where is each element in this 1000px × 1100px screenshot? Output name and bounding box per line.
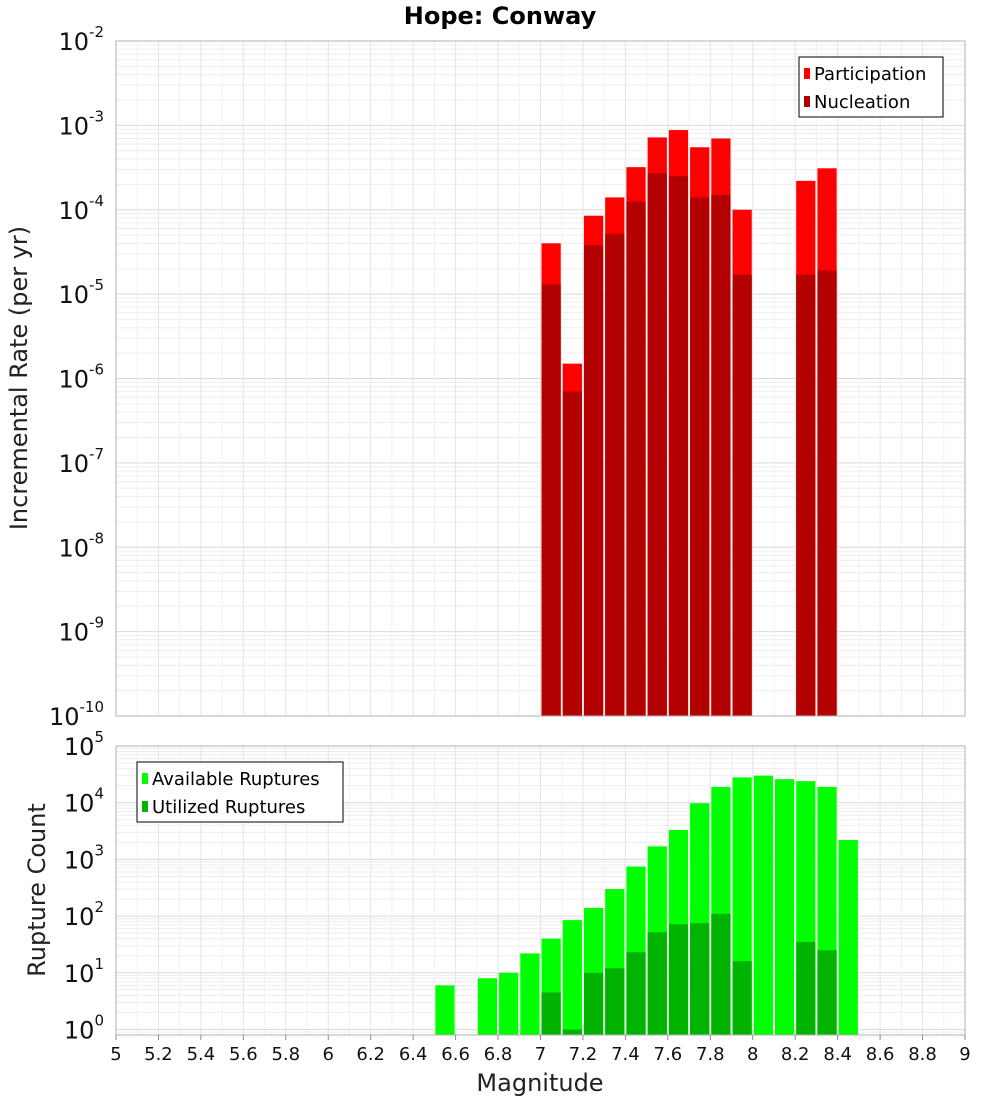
rate-legend: Participation Nucleation — [798, 56, 944, 118]
count-bar-available-ruptures — [499, 972, 519, 1035]
count-bar-utilized-ruptures — [732, 961, 752, 1035]
count-bar-utilized-ruptures — [668, 924, 689, 1035]
rate-y-tick-label: 10-7 — [58, 445, 104, 478]
count-bar-utilized-ruptures — [583, 972, 604, 1035]
x-axis-label: Magnitude — [476, 1069, 603, 1097]
count-bar-available-ruptures — [838, 839, 858, 1035]
rate-bar-nucleation — [668, 176, 689, 717]
rate-bar-nucleation — [732, 274, 752, 716]
count-bar-available-ruptures — [520, 953, 540, 1035]
x-tick-label: 8.8 — [908, 1044, 937, 1065]
x-tick-label: 7.6 — [654, 1044, 683, 1065]
rate-panel: 10-10 10-9 10-8 10-7 10-6 10-5 10-4 10-3 10-2 In… — [5, 23, 966, 731]
x-axis-ticks: 5 5.2 5.4 5.6 5.8 6 6.2 6.4 6.6 6.8 7 7.2 7.4 7.6 7.8 8… — [110, 1035, 971, 1065]
count-bar-available-ruptures — [435, 985, 455, 1035]
rate-y-tick-label: 10-10 — [49, 698, 104, 731]
count-y-tick-label: 104 — [64, 785, 104, 818]
x-tick-label: 7.8 — [696, 1044, 725, 1065]
x-tick-label: 6.4 — [399, 1044, 428, 1065]
rate-legend-label: Participation — [814, 64, 926, 85]
x-tick-label: 6.6 — [441, 1044, 470, 1065]
rate-bar-nucleation — [583, 245, 604, 716]
count-y-tick-label: 102 — [64, 898, 104, 931]
x-tick-label: 5 — [110, 1044, 121, 1065]
rate-y-tick-label: 10-9 — [58, 614, 104, 647]
count-legend-swatch — [142, 801, 148, 812]
x-tick-label: 5.6 — [229, 1044, 258, 1065]
count-y-tick-label: 105 — [64, 728, 104, 761]
count-bar-available-ruptures — [562, 920, 582, 1035]
count-bar-utilized-ruptures — [711, 913, 731, 1035]
count-bar-utilized-ruptures — [690, 923, 710, 1035]
rate-y-tick-label: 10-6 — [58, 361, 104, 394]
count-y-tick-label: 103 — [64, 841, 104, 874]
count-legend-box — [136, 761, 344, 823]
count-bar-utilized-ruptures — [796, 941, 816, 1035]
count-legend-swatch — [142, 773, 148, 784]
chart-title: Hope: Conway — [404, 2, 597, 30]
x-tick-label: 7.4 — [611, 1044, 640, 1065]
x-tick-label: 5.4 — [187, 1044, 216, 1065]
x-tick-label: 7.2 — [569, 1044, 598, 1065]
x-tick-label: 5.2 — [144, 1044, 173, 1065]
count-bar-utilized-ruptures — [605, 968, 625, 1035]
rate-legend-swatch — [804, 68, 810, 79]
count-bar-available-ruptures — [774, 779, 795, 1035]
x-tick-label: 9 — [959, 1044, 970, 1065]
rate-y-tick-label: 10-4 — [58, 192, 104, 225]
rate-bar-nucleation — [605, 233, 625, 716]
x-tick-label: 6.8 — [484, 1044, 513, 1065]
rate-bar-nucleation — [626, 201, 646, 716]
count-y-tick-label: 100 — [64, 1012, 104, 1045]
count-bar-available-ruptures — [753, 775, 773, 1035]
count-bar-available-ruptures — [477, 978, 498, 1035]
rate-bar-nucleation — [541, 284, 561, 716]
rate-bar-nucleation — [817, 270, 837, 716]
count-panel: 100 101 102 103 104 105 Rupture Count Availab… — [23, 728, 966, 1045]
rate-bar-nucleation — [690, 197, 710, 717]
count-legend: Available Ruptures Utilized Ruptures — [136, 761, 344, 823]
x-tick-label: 8.4 — [823, 1044, 852, 1065]
count-bar-utilized-ruptures — [541, 992, 561, 1035]
rate-y-tick-label: 10-3 — [58, 107, 104, 140]
count-bar-utilized-ruptures — [562, 1029, 582, 1035]
x-tick-label: 6.2 — [356, 1044, 385, 1065]
x-tick-label: 8.6 — [866, 1044, 895, 1065]
x-tick-label: 8 — [747, 1044, 758, 1065]
rate-y-tick-label: 10-8 — [58, 529, 104, 562]
x-tick-label: 8.2 — [781, 1044, 810, 1065]
count-y-tick-label: 101 — [64, 955, 104, 988]
x-tick-label: 6 — [323, 1044, 334, 1065]
rate-y-axis-label: Incremental Rate (per yr) — [5, 226, 33, 530]
rate-legend-swatch — [804, 96, 810, 107]
rate-bar-nucleation — [796, 274, 816, 716]
rate-bar-nucleation — [647, 173, 667, 717]
x-tick-label: 5.8 — [271, 1044, 300, 1065]
rate-legend-box — [798, 56, 944, 118]
count-legend-label: Utilized Ruptures — [152, 797, 305, 818]
rate-plot-border — [115, 40, 966, 717]
rate-legend-label: Nucleation — [814, 92, 910, 113]
count-y-axis-label: Rupture Count — [23, 803, 51, 977]
count-legend-label: Available Ruptures — [152, 769, 320, 790]
rate-y-tick-label: 10-5 — [58, 276, 104, 309]
count-bar-utilized-ruptures — [626, 952, 646, 1035]
x-tick-label: 7 — [535, 1044, 546, 1065]
rate-bar-nucleation — [562, 391, 582, 716]
count-bar-utilized-ruptures — [817, 950, 837, 1035]
rate-bar-nucleation — [711, 194, 731, 716]
count-bar-utilized-ruptures — [647, 932, 667, 1035]
rate-y-tick-label: 10-2 — [58, 23, 104, 56]
